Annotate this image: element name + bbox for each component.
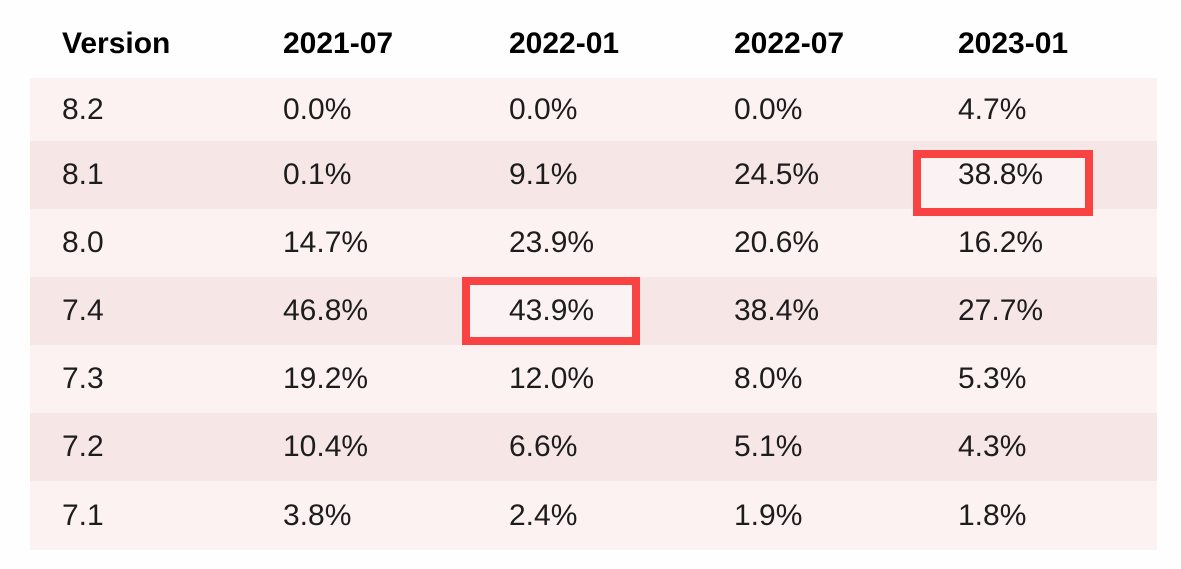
column-header-label: 2022-07: [734, 27, 845, 60]
column-header-2022-01: 2022-01: [477, 27, 702, 61]
version-cell: 8.2: [62, 92, 104, 126]
column-header-2022-07: 2022-07: [702, 27, 926, 61]
value-cell: 38.4%: [734, 294, 820, 327]
version-cell: 8.0: [62, 226, 104, 259]
value-cell: 0.0%: [734, 92, 803, 126]
value-cell: 23.9%: [509, 226, 595, 259]
value-cell: 19.2%: [283, 362, 369, 395]
table-row-8.1: 8.1 0.1% 9.1% 24.5% 38.8%: [30, 141, 1157, 209]
column-header-label: 2022-01: [509, 27, 620, 60]
version-cell: 7.3: [62, 362, 104, 395]
value-cell: 5.3%: [958, 362, 1027, 395]
value-cell: 4.3%: [958, 430, 1027, 463]
version-cell: 7.1: [62, 498, 104, 532]
value-cell: 9.1%: [509, 158, 578, 191]
column-header-label: Version: [62, 27, 171, 60]
version-cell: 7.4: [62, 294, 104, 327]
value-cell: 16.2%: [958, 226, 1044, 259]
value-cell: 12.0%: [509, 362, 595, 395]
value-cell-highlighted: 38.8%: [958, 158, 1044, 191]
table-row-7.4: 7.4 46.8% 43.9% 38.4% 27.7%: [30, 277, 1157, 345]
value-cell-highlighted: 43.9%: [509, 294, 595, 327]
version-cell: 8.1: [62, 158, 104, 191]
table-row-8.2: 8.2 0.0% 0.0% 0.0% 4.7%: [30, 78, 1157, 141]
column-header-version: Version: [30, 27, 251, 61]
value-cell: 20.6%: [734, 226, 820, 259]
value-cell: 6.6%: [509, 430, 578, 463]
value-cell: 1.9%: [734, 498, 803, 532]
value-cell: 0.1%: [283, 158, 352, 191]
column-header-2021-07: 2021-07: [251, 27, 477, 61]
table-row-7.3: 7.3 19.2% 12.0% 8.0% 5.3%: [30, 345, 1157, 413]
column-header-label: 2023-01: [958, 27, 1069, 60]
table-header-row: Version 2021-07 2022-01 2022-07 2023-01: [30, 0, 1157, 78]
value-cell: 2.4%: [509, 498, 578, 532]
value-cell: 5.1%: [734, 430, 803, 463]
value-cell: 0.0%: [509, 92, 578, 126]
column-header-label: 2021-07: [283, 27, 394, 60]
value-cell: 0.0%: [283, 92, 352, 126]
table-row-7.2: 7.2 10.4% 6.6% 5.1% 4.3%: [30, 413, 1157, 481]
value-cell: 14.7%: [283, 226, 369, 259]
table-row-7.1: 7.1 3.8% 2.4% 1.9% 1.8%: [30, 481, 1157, 550]
value-cell: 46.8%: [283, 294, 369, 327]
value-cell: 27.7%: [958, 294, 1044, 327]
value-cell: 1.8%: [958, 498, 1027, 532]
table-row-8.0: 8.0 14.7% 23.9% 20.6% 16.2%: [30, 209, 1157, 277]
version-usage-table: Version 2021-07 2022-01 2022-07 2023-01 …: [30, 0, 1157, 550]
value-cell: 10.4%: [283, 430, 369, 463]
column-header-2023-01: 2023-01: [926, 27, 1157, 61]
version-cell: 7.2: [62, 430, 104, 463]
value-cell: 4.7%: [958, 92, 1027, 126]
value-cell: 8.0%: [734, 362, 803, 395]
value-cell: 3.8%: [283, 498, 352, 532]
value-cell: 24.5%: [734, 158, 820, 191]
